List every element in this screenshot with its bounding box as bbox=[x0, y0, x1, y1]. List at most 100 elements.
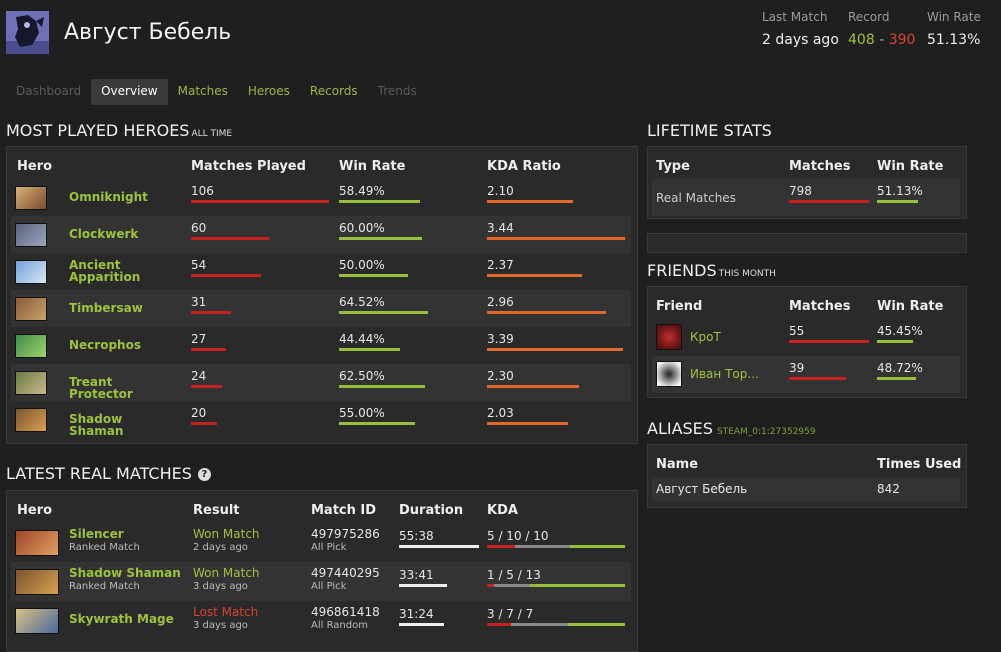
timbersaw-portrait[interactable] bbox=[15, 297, 47, 321]
match-when: 2 days ago bbox=[193, 542, 248, 553]
help-icon[interactable]: ? bbox=[197, 468, 211, 481]
match-result-link[interactable]: Won Match bbox=[193, 566, 260, 580]
omniknight-portrait[interactable] bbox=[15, 186, 47, 210]
col-matches-played: Matches Played bbox=[191, 159, 306, 174]
kda-ratio-bar bbox=[487, 237, 625, 240]
friend-matches-bar bbox=[789, 340, 869, 343]
match-id[interactable]: 497975286 bbox=[311, 527, 380, 541]
col-hero: Hero bbox=[17, 503, 53, 518]
player-avatar[interactable] bbox=[6, 11, 49, 54]
hero-name-link[interactable]: Clockwerk bbox=[69, 227, 139, 241]
kda-ratio-bar bbox=[487, 200, 573, 203]
friend-name-link[interactable]: КроТ bbox=[690, 330, 721, 344]
match-row[interactable]: Shadow Shaman Ranked Match Won Match 3 days… bbox=[11, 562, 631, 601]
record-wins: 408 bbox=[848, 32, 875, 48]
col-duration: Duration bbox=[399, 503, 464, 518]
kills-bar bbox=[487, 623, 511, 626]
treant-protector-portrait[interactable] bbox=[15, 371, 47, 395]
steam-id[interactable]: STEAM_0:1:27352959 bbox=[716, 427, 816, 437]
match-hero-link[interactable]: Skywrath Mage bbox=[69, 612, 174, 626]
matches-played-bar bbox=[191, 348, 226, 351]
ancient-apparition-portrait[interactable] bbox=[15, 260, 47, 284]
shadow-shaman-portrait[interactable] bbox=[15, 408, 47, 432]
profile-header: Август Бебель Last Match 2 days ago Reco… bbox=[0, 0, 1001, 110]
tab-records[interactable]: Records bbox=[309, 84, 358, 98]
tab-dashboard[interactable]: Dashboard bbox=[16, 84, 82, 98]
tab-overview[interactable]: Overview bbox=[91, 79, 168, 105]
deaths-bar bbox=[494, 584, 530, 587]
tab-trends[interactable]: Trends bbox=[377, 84, 417, 98]
hero-name-link[interactable]: Treant Protector bbox=[69, 375, 133, 401]
clockwerk-portrait[interactable] bbox=[15, 223, 47, 247]
shadow-shaman-portrait[interactable] bbox=[15, 569, 59, 595]
match-result-link[interactable]: Won Match bbox=[193, 527, 260, 541]
match-hero-link[interactable]: Silencer bbox=[69, 527, 124, 541]
hero-row[interactable]: Shadow Shaman 20 55.00% 2.03 bbox=[11, 401, 631, 438]
hero-row[interactable]: Timbersaw 31 64.52% 2.96 bbox=[11, 290, 631, 327]
win-rate-bar bbox=[339, 274, 408, 277]
kda-ratio-value: 2.96 bbox=[487, 295, 514, 309]
match-id[interactable]: 496861418 bbox=[311, 605, 380, 619]
deaths-bar bbox=[511, 623, 568, 626]
latest-matches-title-text: Latest Real Matches bbox=[6, 464, 192, 483]
match-type: Ranked Match bbox=[69, 581, 140, 592]
assists-bar bbox=[570, 545, 625, 548]
profile-tabs: Dashboard Overview Matches Heroes Record… bbox=[6, 79, 427, 105]
friend-name-link[interactable]: Иван Тор... bbox=[690, 367, 759, 381]
hero-row[interactable]: Clockwerk 60 60.00% 3.44 bbox=[11, 216, 631, 253]
aliases-panel: Name Times Used Август Бебель 842 bbox=[647, 444, 967, 508]
matches-played-value: 60 bbox=[191, 221, 207, 235]
matches-played-bar bbox=[191, 385, 222, 388]
friend-row[interactable]: КроТ 55 45.45% bbox=[652, 319, 960, 356]
hero-row[interactable]: Ancient Apparition 54 50.00% 2.37 bbox=[11, 253, 631, 290]
aliases-title-text: Aliases bbox=[647, 419, 713, 438]
matches-played-value: 27 bbox=[191, 332, 207, 346]
hero-name-link[interactable]: Ancient Apparition bbox=[69, 258, 141, 284]
match-when: 3 days ago bbox=[193, 620, 248, 631]
match-type: Ranked Match bbox=[69, 542, 140, 553]
friend-avatar[interactable] bbox=[656, 361, 682, 387]
win-rate-value: 51.13% bbox=[927, 32, 981, 48]
friend-avatar[interactable] bbox=[656, 324, 682, 350]
match-hero-link[interactable]: Shadow Shaman bbox=[69, 566, 181, 580]
hero-name-link[interactable]: Shadow Shaman bbox=[69, 412, 124, 438]
match-row[interactable]: Silencer Ranked Match Won Match 2 days ago 4… bbox=[11, 523, 631, 562]
necrophos-portrait[interactable] bbox=[15, 334, 47, 358]
skywrath-mage-portrait[interactable] bbox=[15, 608, 59, 634]
win-rate-value: 44.44% bbox=[339, 332, 385, 346]
silencer-portrait[interactable] bbox=[15, 530, 59, 556]
hero-row[interactable]: Omniknight 106 58.49% 2.10 bbox=[11, 179, 631, 216]
kda-ratio-value: 3.44 bbox=[487, 221, 514, 235]
last-match-stat: Last Match 2 days ago bbox=[762, 10, 839, 48]
match-id[interactable]: 497440295 bbox=[311, 566, 380, 580]
hero-name-link[interactable]: Necrophos bbox=[69, 338, 141, 352]
hero-row[interactable]: Treant Protector 24 62.50% 2.30 bbox=[11, 364, 631, 401]
matches-played-bar bbox=[191, 200, 329, 203]
friend-row[interactable]: Иван Тор... 39 48.72% bbox=[652, 356, 960, 393]
hero-name-link[interactable]: Timbersaw bbox=[69, 301, 143, 315]
alias-times-used: 842 bbox=[877, 482, 900, 496]
win-rate-bar bbox=[339, 237, 422, 240]
match-row[interactable]: Skywrath Mage Lost Match 3 days ago 4968614… bbox=[11, 601, 631, 640]
match-kda: 3 / 7 / 7 bbox=[487, 607, 534, 621]
match-duration: 33:41 bbox=[399, 568, 434, 582]
col-type: Type bbox=[656, 159, 690, 174]
lifetime-matches: 798 bbox=[789, 184, 812, 198]
kda-ratio-bar bbox=[487, 348, 623, 351]
friend-matches: 39 bbox=[789, 361, 805, 375]
match-when: 3 days ago bbox=[193, 581, 248, 592]
win-rate-bar bbox=[339, 348, 400, 351]
friends-subtitle: THIS MONTH bbox=[718, 269, 776, 279]
hero-name-link[interactable]: Omniknight bbox=[69, 190, 148, 204]
col-matches: Matches bbox=[789, 299, 851, 314]
tab-matches[interactable]: Matches bbox=[177, 84, 228, 98]
alias-name: Август Бебель bbox=[656, 482, 748, 496]
match-result-link[interactable]: Lost Match bbox=[193, 605, 259, 619]
matches-played-bar bbox=[191, 237, 269, 240]
last-match-label: Last Match bbox=[762, 10, 828, 24]
win-rate-bar bbox=[339, 385, 425, 388]
col-times-used: Times Used bbox=[877, 457, 962, 472]
hero-row[interactable]: Necrophos 27 44.44% 3.39 bbox=[11, 327, 631, 364]
tab-heroes[interactable]: Heroes bbox=[247, 84, 290, 98]
friends-title-text: Friends bbox=[647, 261, 717, 280]
